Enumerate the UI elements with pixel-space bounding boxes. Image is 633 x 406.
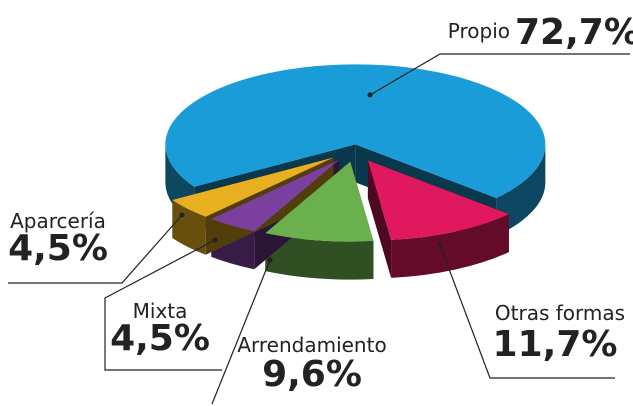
slice-side xyxy=(391,214,509,278)
leader-dot xyxy=(212,237,218,243)
leader-line xyxy=(104,239,222,371)
leader-dot xyxy=(437,242,443,248)
slice-side xyxy=(265,233,374,280)
slice-side xyxy=(496,144,546,236)
slice-wall xyxy=(367,160,392,278)
leader-line xyxy=(369,53,630,96)
slice xyxy=(265,161,374,242)
slice-wall xyxy=(172,157,334,238)
leader-dot xyxy=(179,212,185,218)
leader-line xyxy=(8,214,183,284)
slice xyxy=(367,160,509,240)
slice-value-label: 72,7% xyxy=(515,12,633,53)
leader-dot xyxy=(267,257,273,263)
leader-dot xyxy=(367,92,373,98)
slice xyxy=(172,157,334,217)
slice-value-label: 4,5% xyxy=(110,318,210,359)
slice xyxy=(211,159,340,232)
slice-value-label: 11,7% xyxy=(493,324,618,365)
slice-name: Arrendamiento xyxy=(237,333,386,357)
leader-line xyxy=(439,244,615,379)
slice xyxy=(165,64,546,198)
slice-name: Otras formas xyxy=(495,301,625,325)
slice-value-label: 9,6% xyxy=(262,354,362,395)
slice-name: Mixta xyxy=(133,299,188,323)
leader-line xyxy=(211,259,271,405)
slice-name: Propio xyxy=(448,19,510,43)
slice-name: Aparcería xyxy=(10,209,106,233)
slice-value-label: 4,5% xyxy=(8,228,108,269)
pie-tops xyxy=(165,64,546,242)
